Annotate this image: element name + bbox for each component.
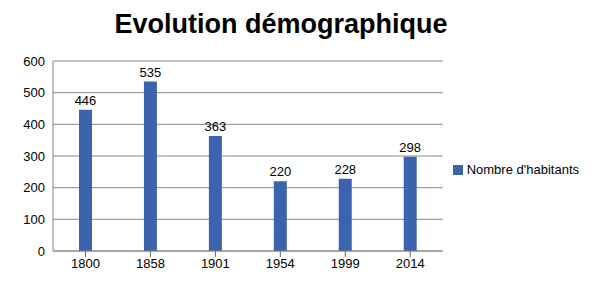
svg-text:400: 400 bbox=[23, 117, 45, 132]
svg-text:1954: 1954 bbox=[266, 256, 295, 271]
svg-text:298: 298 bbox=[399, 140, 421, 155]
svg-text:220: 220 bbox=[269, 164, 291, 179]
svg-text:2014: 2014 bbox=[396, 256, 425, 271]
html-text:Nombre d'habitants: Nombre d'habitants bbox=[466, 161, 579, 177]
svg-text:535: 535 bbox=[140, 65, 162, 80]
svg-text:0: 0 bbox=[38, 244, 45, 259]
svg-text:1901: 1901 bbox=[201, 256, 230, 271]
svg-text:228: 228 bbox=[334, 162, 356, 177]
svg-text:446: 446 bbox=[75, 93, 97, 108]
svg-text:100: 100 bbox=[23, 212, 45, 227]
svg-text:1858: 1858 bbox=[136, 256, 165, 271]
svg-text:300: 300 bbox=[23, 149, 45, 164]
html-text:Evolution démographique: Evolution démographique bbox=[114, 9, 448, 39]
svg-text:500: 500 bbox=[23, 85, 45, 100]
svg-text:200: 200 bbox=[23, 180, 45, 195]
svg-text:363: 363 bbox=[205, 119, 227, 134]
svg-text:1999: 1999 bbox=[331, 256, 360, 271]
svg-text:1800: 1800 bbox=[71, 256, 100, 271]
svg-text:600: 600 bbox=[23, 54, 45, 69]
